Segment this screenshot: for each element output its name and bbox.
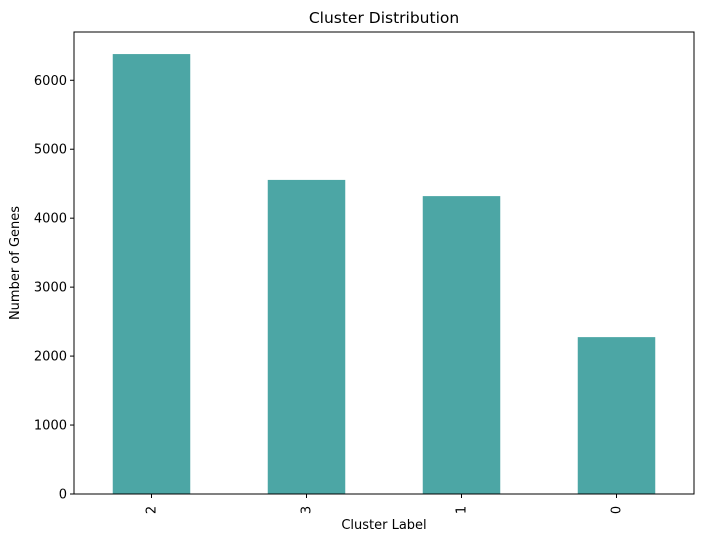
y-axis-label: Number of Genes — [8, 206, 23, 320]
y-tick-label: 1000 — [34, 419, 67, 434]
y-axis-ticks: 0 1000 2000 3000 4000 5000 6000 — [34, 74, 74, 503]
bars-group — [112, 54, 656, 495]
y-tick-label: 2000 — [34, 350, 67, 365]
x-tick-label: 1 — [455, 506, 470, 514]
y-tick-label: 6000 — [34, 74, 67, 89]
chart-title: Cluster Distribution — [309, 9, 459, 27]
y-tick-label: 5000 — [34, 143, 67, 158]
x-axis-ticks: 2 3 1 0 — [145, 494, 625, 514]
x-tick-label: 3 — [300, 506, 315, 514]
bar-3 — [267, 179, 346, 495]
x-tick-label: 2 — [145, 506, 160, 514]
y-tick-label: 3000 — [34, 281, 67, 296]
x-axis-label: Cluster Label — [341, 518, 426, 533]
y-tick-label: 0 — [59, 488, 67, 503]
y-tick-label: 4000 — [34, 212, 67, 227]
bar-0 — [577, 337, 656, 494]
x-tick-label: 0 — [610, 506, 625, 514]
bar-2 — [112, 54, 191, 494]
plot-frame — [73, 31, 695, 495]
bar-1 — [422, 196, 501, 494]
